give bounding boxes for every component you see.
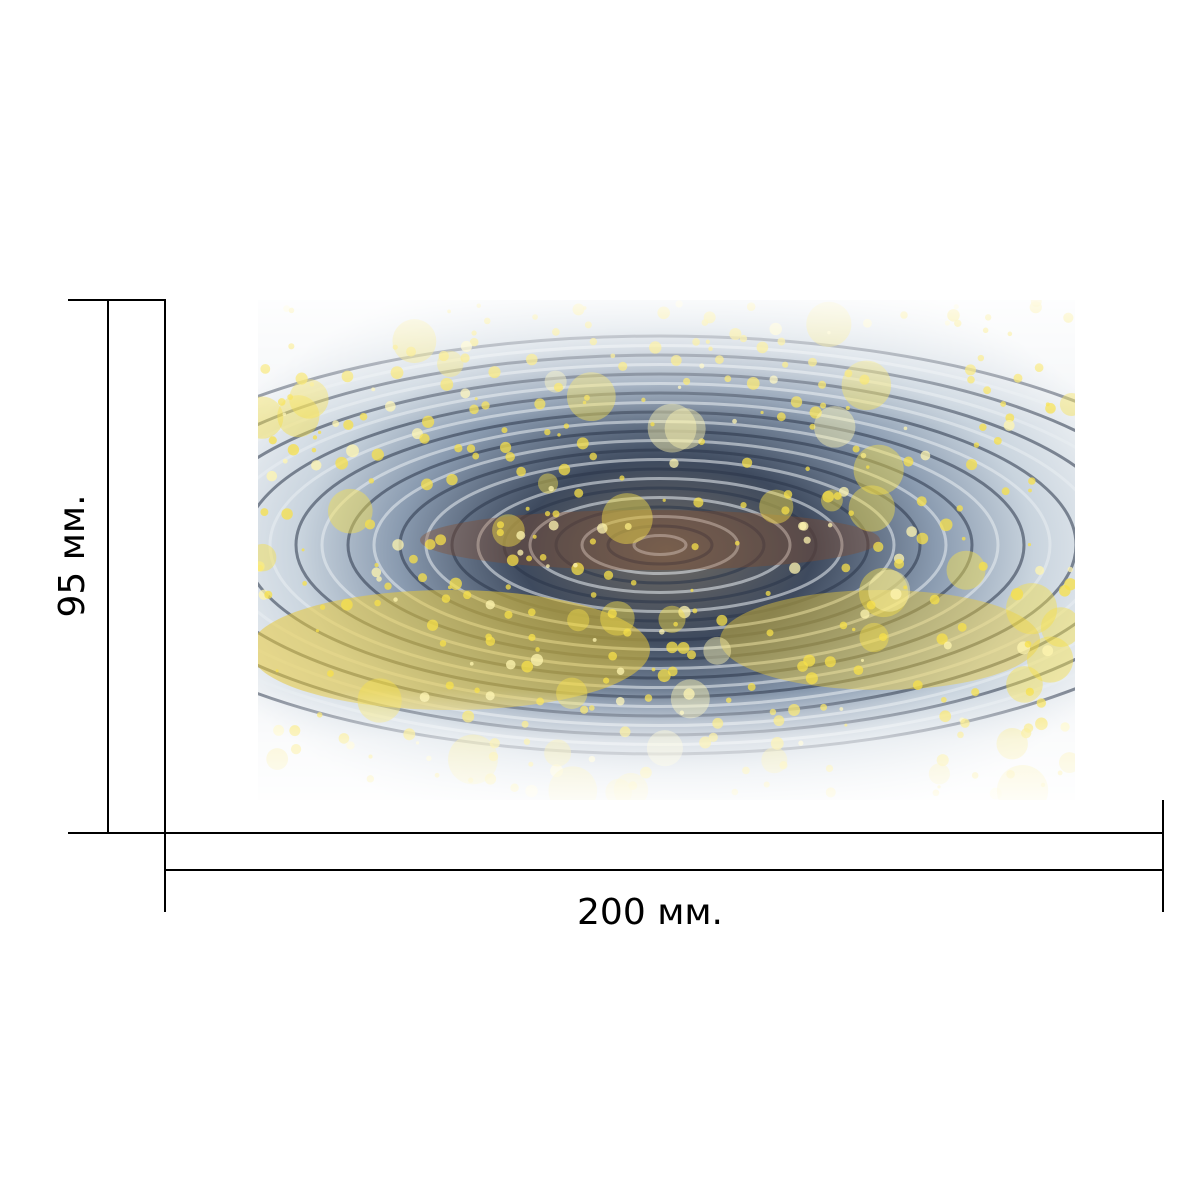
width-label: 200 мм. (577, 892, 723, 933)
product-image (258, 300, 1075, 800)
height-label: 95 мм. (52, 494, 93, 617)
image-fade (258, 300, 1075, 800)
width-dimension: 200 мм. (164, 800, 1164, 933)
height-dimension: 95 мм. (52, 299, 166, 834)
